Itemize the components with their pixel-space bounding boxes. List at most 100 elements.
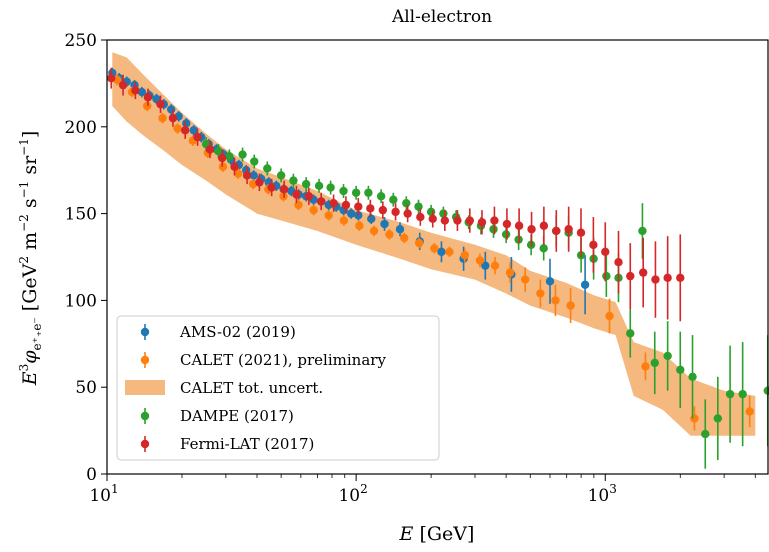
data-point xyxy=(366,204,375,213)
data-point xyxy=(663,351,672,361)
data-point xyxy=(395,225,405,234)
data-point xyxy=(638,226,647,236)
data-point xyxy=(676,365,685,375)
data-point xyxy=(217,153,227,163)
data-point xyxy=(391,207,400,217)
data-point xyxy=(137,87,147,97)
data-point xyxy=(403,209,412,218)
data-point xyxy=(316,197,326,206)
data-point xyxy=(225,152,234,161)
data-point xyxy=(465,216,475,225)
x-tick-label: 103 xyxy=(588,482,617,506)
legend-label: CALET tot. uncert. xyxy=(180,379,323,397)
data-point xyxy=(738,389,747,399)
data-point xyxy=(385,230,394,239)
data-point xyxy=(193,133,202,142)
y-tick-label: 200 xyxy=(65,118,97,138)
axis-ticks-layer xyxy=(101,39,756,481)
series-2 xyxy=(201,137,769,469)
data-point xyxy=(475,256,485,265)
x-axis-title: E [GeV] xyxy=(399,523,475,545)
data-point xyxy=(156,100,165,109)
data-point xyxy=(351,188,361,197)
data-point xyxy=(564,225,573,234)
legend-swatch-band xyxy=(125,380,165,395)
data-point xyxy=(339,186,348,196)
data-point xyxy=(143,93,153,102)
data-point xyxy=(367,214,376,224)
y-tick-label: 100 xyxy=(65,291,97,311)
x-tick-label: 101 xyxy=(89,482,118,506)
data-point xyxy=(602,271,611,281)
data-point xyxy=(304,192,314,201)
data-point xyxy=(576,228,586,237)
data-point xyxy=(437,247,446,256)
data-point xyxy=(376,192,386,201)
data-point xyxy=(460,251,469,260)
data-point xyxy=(400,233,409,243)
data-point xyxy=(589,240,598,250)
data-point xyxy=(505,268,515,277)
data-point xyxy=(605,311,614,321)
data-point xyxy=(651,275,660,284)
data-point xyxy=(416,212,425,222)
data-point xyxy=(402,198,411,208)
chart-title: All-electron xyxy=(391,7,492,27)
data-point xyxy=(173,124,182,133)
data-point xyxy=(180,126,190,135)
data-point xyxy=(414,238,424,248)
data-point xyxy=(701,429,710,439)
data-point xyxy=(329,198,338,208)
data-point xyxy=(725,389,735,399)
data-point xyxy=(501,230,511,239)
data-point xyxy=(527,225,536,234)
data-point xyxy=(242,171,252,180)
data-point xyxy=(166,105,176,114)
data-point xyxy=(490,261,500,270)
tick-label-layer: 0 50 100 150 200 250 101 102 103 xyxy=(65,31,617,506)
legend-marker xyxy=(140,411,150,421)
legend-marker xyxy=(140,439,150,449)
data-point xyxy=(250,157,259,166)
data-point xyxy=(378,205,388,215)
y-tick-label: 250 xyxy=(65,31,97,51)
data-point xyxy=(267,183,276,192)
data-point xyxy=(326,183,335,192)
data-point xyxy=(369,226,379,236)
data-point xyxy=(663,273,672,283)
data-point xyxy=(551,296,560,305)
plot-frame xyxy=(106,39,769,475)
data-point xyxy=(355,221,364,230)
data-point xyxy=(341,200,351,210)
series-3 xyxy=(107,67,685,322)
y-tick-label: 50 xyxy=(75,378,97,398)
data-point xyxy=(238,150,247,159)
data-point xyxy=(230,162,239,171)
data-point xyxy=(453,216,462,225)
data-point xyxy=(131,86,140,95)
data-point xyxy=(552,226,561,236)
data-point xyxy=(189,126,198,135)
data-point xyxy=(214,146,223,156)
data-points-layer xyxy=(107,67,769,469)
data-point xyxy=(580,280,590,289)
data-point xyxy=(539,221,549,230)
data-point xyxy=(626,271,635,281)
data-point xyxy=(440,216,450,225)
data-point xyxy=(168,113,178,123)
data-point xyxy=(426,207,436,217)
data-point xyxy=(445,247,454,256)
data-point xyxy=(354,202,363,211)
data-point xyxy=(389,195,398,204)
data-point xyxy=(294,200,303,210)
data-point xyxy=(118,80,128,90)
data-point xyxy=(477,218,487,227)
data-point xyxy=(428,214,437,224)
data-point xyxy=(301,179,311,189)
data-point xyxy=(107,73,116,83)
data-point xyxy=(745,407,754,416)
data-point xyxy=(490,216,499,225)
data-point xyxy=(641,362,650,371)
data-point xyxy=(650,358,659,368)
data-point xyxy=(364,188,373,197)
